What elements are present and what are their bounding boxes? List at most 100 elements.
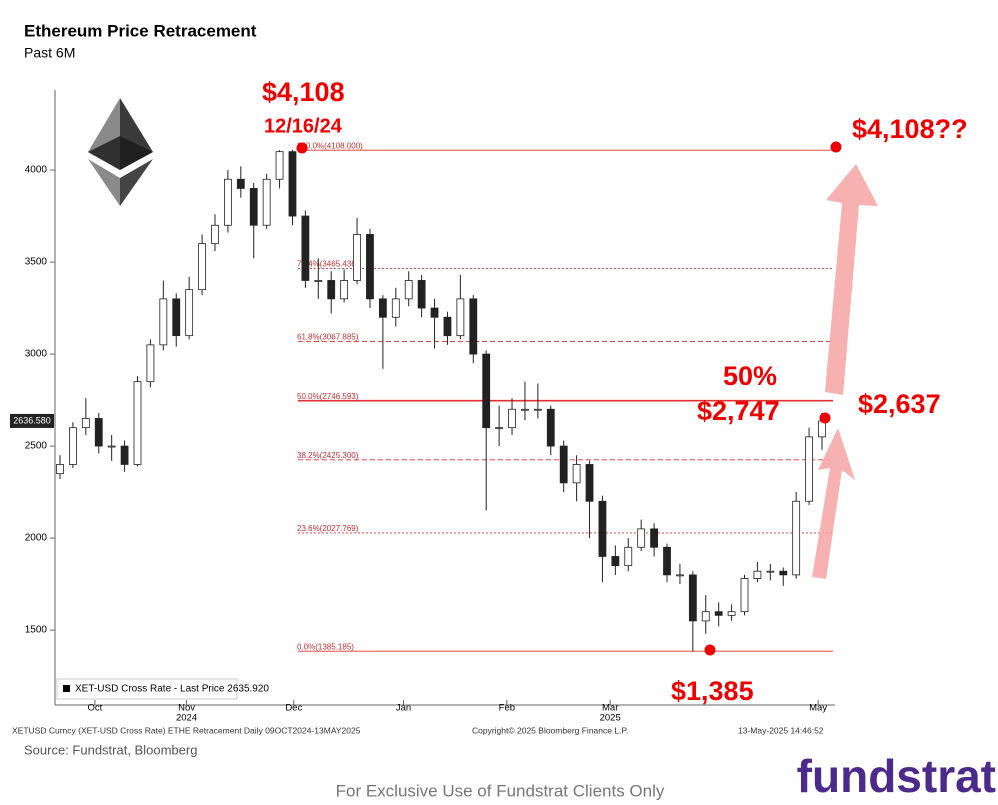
candle-body [107,445,116,448]
y-tick-label: 2000 [25,533,48,544]
candle-body [611,556,620,567]
candle-body [327,280,336,300]
candle-body [120,445,129,465]
candle-body [275,151,284,180]
candle-body [779,570,788,576]
candle-body [430,307,439,318]
candle-body [366,234,374,300]
y-tick-label: 3500 [25,257,48,268]
candle-body [805,436,813,502]
candle-body [521,408,529,411]
legend-swatch [63,685,70,692]
candle-body [637,528,646,548]
candle-body [404,280,413,300]
candle-body [301,215,310,281]
source: Source: Fundstrat, Bloomberg [24,742,197,757]
marker-dot [819,412,831,424]
candle-body [146,344,155,383]
candle-body [81,418,90,429]
annotation: $2,747 [697,396,780,426]
candle-body [727,611,736,616]
candle-body [262,178,271,226]
x-tick-label: Feb [499,703,515,714]
candle-body [223,178,232,226]
candle-body [663,546,671,576]
candle-body [792,500,801,576]
candle-body [482,353,491,429]
candle-body [508,408,516,429]
candle-body [288,151,297,217]
candle-body [159,298,168,346]
retracement-label: 76.4%(3465.436) [297,260,359,269]
candle-body [701,611,710,622]
last-price-label: 2636.580 [13,415,51,425]
retracement-label: 50.0%(2746.593) [297,392,359,401]
marker-dot [296,142,308,154]
candle-body [94,418,103,447]
candle-body [236,178,245,189]
candle-body [443,316,452,337]
chart-subtitle: Past 6M [24,45,75,61]
legend [56,678,238,700]
x-tick-label: Jan [396,703,411,714]
brand-logo: fundstrat [797,750,996,802]
annotation: $4,108?? [852,114,968,144]
candle-body [133,381,142,465]
candle-body [211,224,219,245]
annotation: $4,108 [262,77,345,107]
candle-body [185,289,194,337]
annotation: $2,637 [858,389,941,419]
retracement-label: 38.2%(2425.300) [297,451,359,460]
candle-body [740,578,749,613]
annotation: $1,385 [671,676,754,706]
ethereum-logo [88,98,153,206]
x-tick-label: Dec [285,703,302,714]
x-tick-label: May [809,703,827,714]
candle-body [456,298,465,337]
arrow [812,428,855,579]
marker-dot [830,141,842,153]
candle-body [198,243,206,291]
candle-body [340,280,349,300]
candle-body [766,570,775,573]
x-tick-label: Nov [178,703,195,714]
legend-label: XET-USD Cross Rate - Last Price 2635.920 [75,684,269,695]
candle-body [559,445,568,484]
last-price-tag [10,413,54,428]
y-tick-label: 2500 [25,441,48,452]
annotation: 12/16/24 [264,115,343,137]
footer: Copyright© 2025 Bloomberg Finance L.P. [472,725,628,735]
annotation: 50% [723,361,777,391]
chart-title: Ethereum Price Retracement [24,21,257,40]
candle-body [417,280,426,309]
arrow [825,164,878,395]
candle-body [546,408,555,447]
candle-body [533,408,542,411]
marker-dot [704,644,716,656]
retracement-label: 100.0%(4108.000) [297,141,363,150]
x-tick-label: Oct [87,703,102,714]
candle-body [676,574,684,577]
y-tick-label: 1500 [25,625,48,636]
year-label: 2024 [176,713,197,724]
candle-body [391,298,400,318]
year-label: 2025 [600,713,621,724]
retracement-label: 61.8%(3067.885) [297,333,359,342]
candle-body [69,427,77,465]
candle-body [753,570,762,579]
candle-body [598,500,607,557]
x-tick-label: Mar [602,703,618,714]
candle-body [353,234,361,281]
candle-body [172,298,181,337]
candle-body [688,574,697,622]
candle-body [714,611,723,616]
candle-body [56,464,64,475]
candle-body [495,427,504,430]
candle-body [378,298,387,318]
retracement-label: 0.0%(1385.185) [297,642,354,651]
candle-body [572,464,581,484]
candle-body [469,298,478,355]
y-tick-label: 3000 [25,349,48,360]
footer: 13-May-2025 14:46:52 [738,725,824,735]
retracement-label: 23.6%(2027.769) [297,524,359,533]
